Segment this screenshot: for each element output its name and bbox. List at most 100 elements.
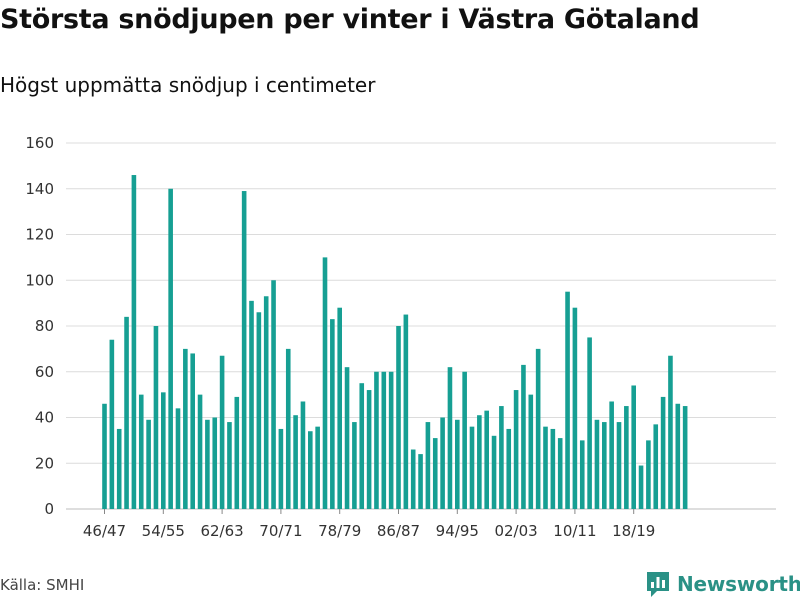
bar <box>285 348 291 510</box>
bar <box>609 401 614 509</box>
x-tick-label: 94/95 <box>436 522 479 540</box>
bar <box>168 188 173 509</box>
bar <box>227 422 232 509</box>
bar <box>212 417 218 509</box>
bar <box>337 307 342 509</box>
bars <box>102 175 688 510</box>
bar <box>660 396 666 509</box>
y-tick-label: 140 <box>25 180 54 198</box>
x-tick-label: 86/87 <box>377 522 420 540</box>
bar <box>190 353 195 509</box>
bar <box>418 454 423 509</box>
x-tick-label: 54/55 <box>142 522 185 540</box>
y-tick-label: 160 <box>25 134 54 152</box>
x-tick-label: 70/71 <box>259 522 302 540</box>
bar <box>175 408 181 509</box>
bar <box>477 415 482 509</box>
y-tick-label: 120 <box>25 226 54 244</box>
bar <box>506 428 512 509</box>
bar <box>594 419 600 509</box>
y-tick-label: 0 <box>44 500 54 518</box>
x-tick-label: 78/79 <box>318 522 361 540</box>
bar <box>653 424 659 509</box>
bar <box>550 428 556 509</box>
bar <box>447 367 453 509</box>
bar <box>455 419 460 509</box>
bar <box>359 383 365 509</box>
bar <box>572 307 578 509</box>
bar <box>675 403 681 509</box>
y-tick-label: 80 <box>35 317 54 335</box>
x-tick-label: 62/63 <box>200 522 243 540</box>
bar <box>484 410 489 509</box>
bar <box>109 339 115 509</box>
bar <box>565 291 570 509</box>
brand-logo: Newsworthy <box>645 569 800 599</box>
bar <box>366 390 372 509</box>
chart-subtitle: Högst uppmätta snödjup i centimeter <box>0 73 376 97</box>
bar <box>219 355 225 509</box>
bar <box>616 422 622 509</box>
bar <box>381 371 387 509</box>
y-tick-label: 40 <box>35 409 54 427</box>
bar <box>388 371 394 509</box>
bar <box>579 440 585 510</box>
bar <box>205 419 210 509</box>
bar <box>557 438 563 509</box>
bar <box>403 314 409 509</box>
bar <box>124 316 129 509</box>
bar <box>293 415 298 509</box>
gridlines <box>66 142 776 510</box>
bar <box>638 465 644 509</box>
x-axis: 46/47 54/55 62/63 70/71 78/79 86/87 94/95 02/03… <box>83 509 655 540</box>
bar <box>587 337 592 509</box>
bar <box>344 367 350 509</box>
y-tick-label: 20 <box>35 454 54 472</box>
bar <box>234 396 240 509</box>
bar <box>396 326 401 509</box>
bar <box>410 449 416 509</box>
bar <box>668 355 673 509</box>
bar <box>499 406 504 509</box>
bar <box>631 385 636 509</box>
x-tick-label: 46/47 <box>83 522 126 540</box>
bar <box>278 428 284 509</box>
bar <box>116 428 122 509</box>
bar <box>535 348 541 510</box>
bar <box>352 422 357 509</box>
bar <box>102 403 107 509</box>
bar <box>138 394 144 510</box>
bar <box>241 191 247 510</box>
y-tick-label: 60 <box>35 363 54 381</box>
bar <box>315 426 320 509</box>
bar <box>146 419 151 509</box>
bar <box>197 394 203 510</box>
bar <box>374 371 379 509</box>
bar <box>491 435 497 509</box>
y-tick-label: 100 <box>25 271 54 289</box>
bar <box>543 426 548 509</box>
x-tick-label: 18/19 <box>612 522 655 540</box>
bar <box>256 312 262 509</box>
brand-name: Newsworthy <box>677 572 800 596</box>
x-tick-label: 02/03 <box>494 522 537 540</box>
bar <box>322 257 328 510</box>
bar <box>131 175 137 509</box>
bar <box>308 431 313 509</box>
bar <box>330 319 335 509</box>
bar <box>153 326 159 509</box>
bar <box>300 401 306 509</box>
bar <box>646 440 651 510</box>
bar <box>462 371 467 509</box>
bar <box>682 406 688 509</box>
bar <box>469 426 475 509</box>
bar <box>183 348 188 510</box>
bar <box>521 364 526 509</box>
bar <box>263 296 269 509</box>
bar <box>440 417 445 509</box>
bar <box>271 280 276 509</box>
bar <box>161 392 166 509</box>
bar <box>528 394 534 510</box>
bar <box>432 438 438 509</box>
